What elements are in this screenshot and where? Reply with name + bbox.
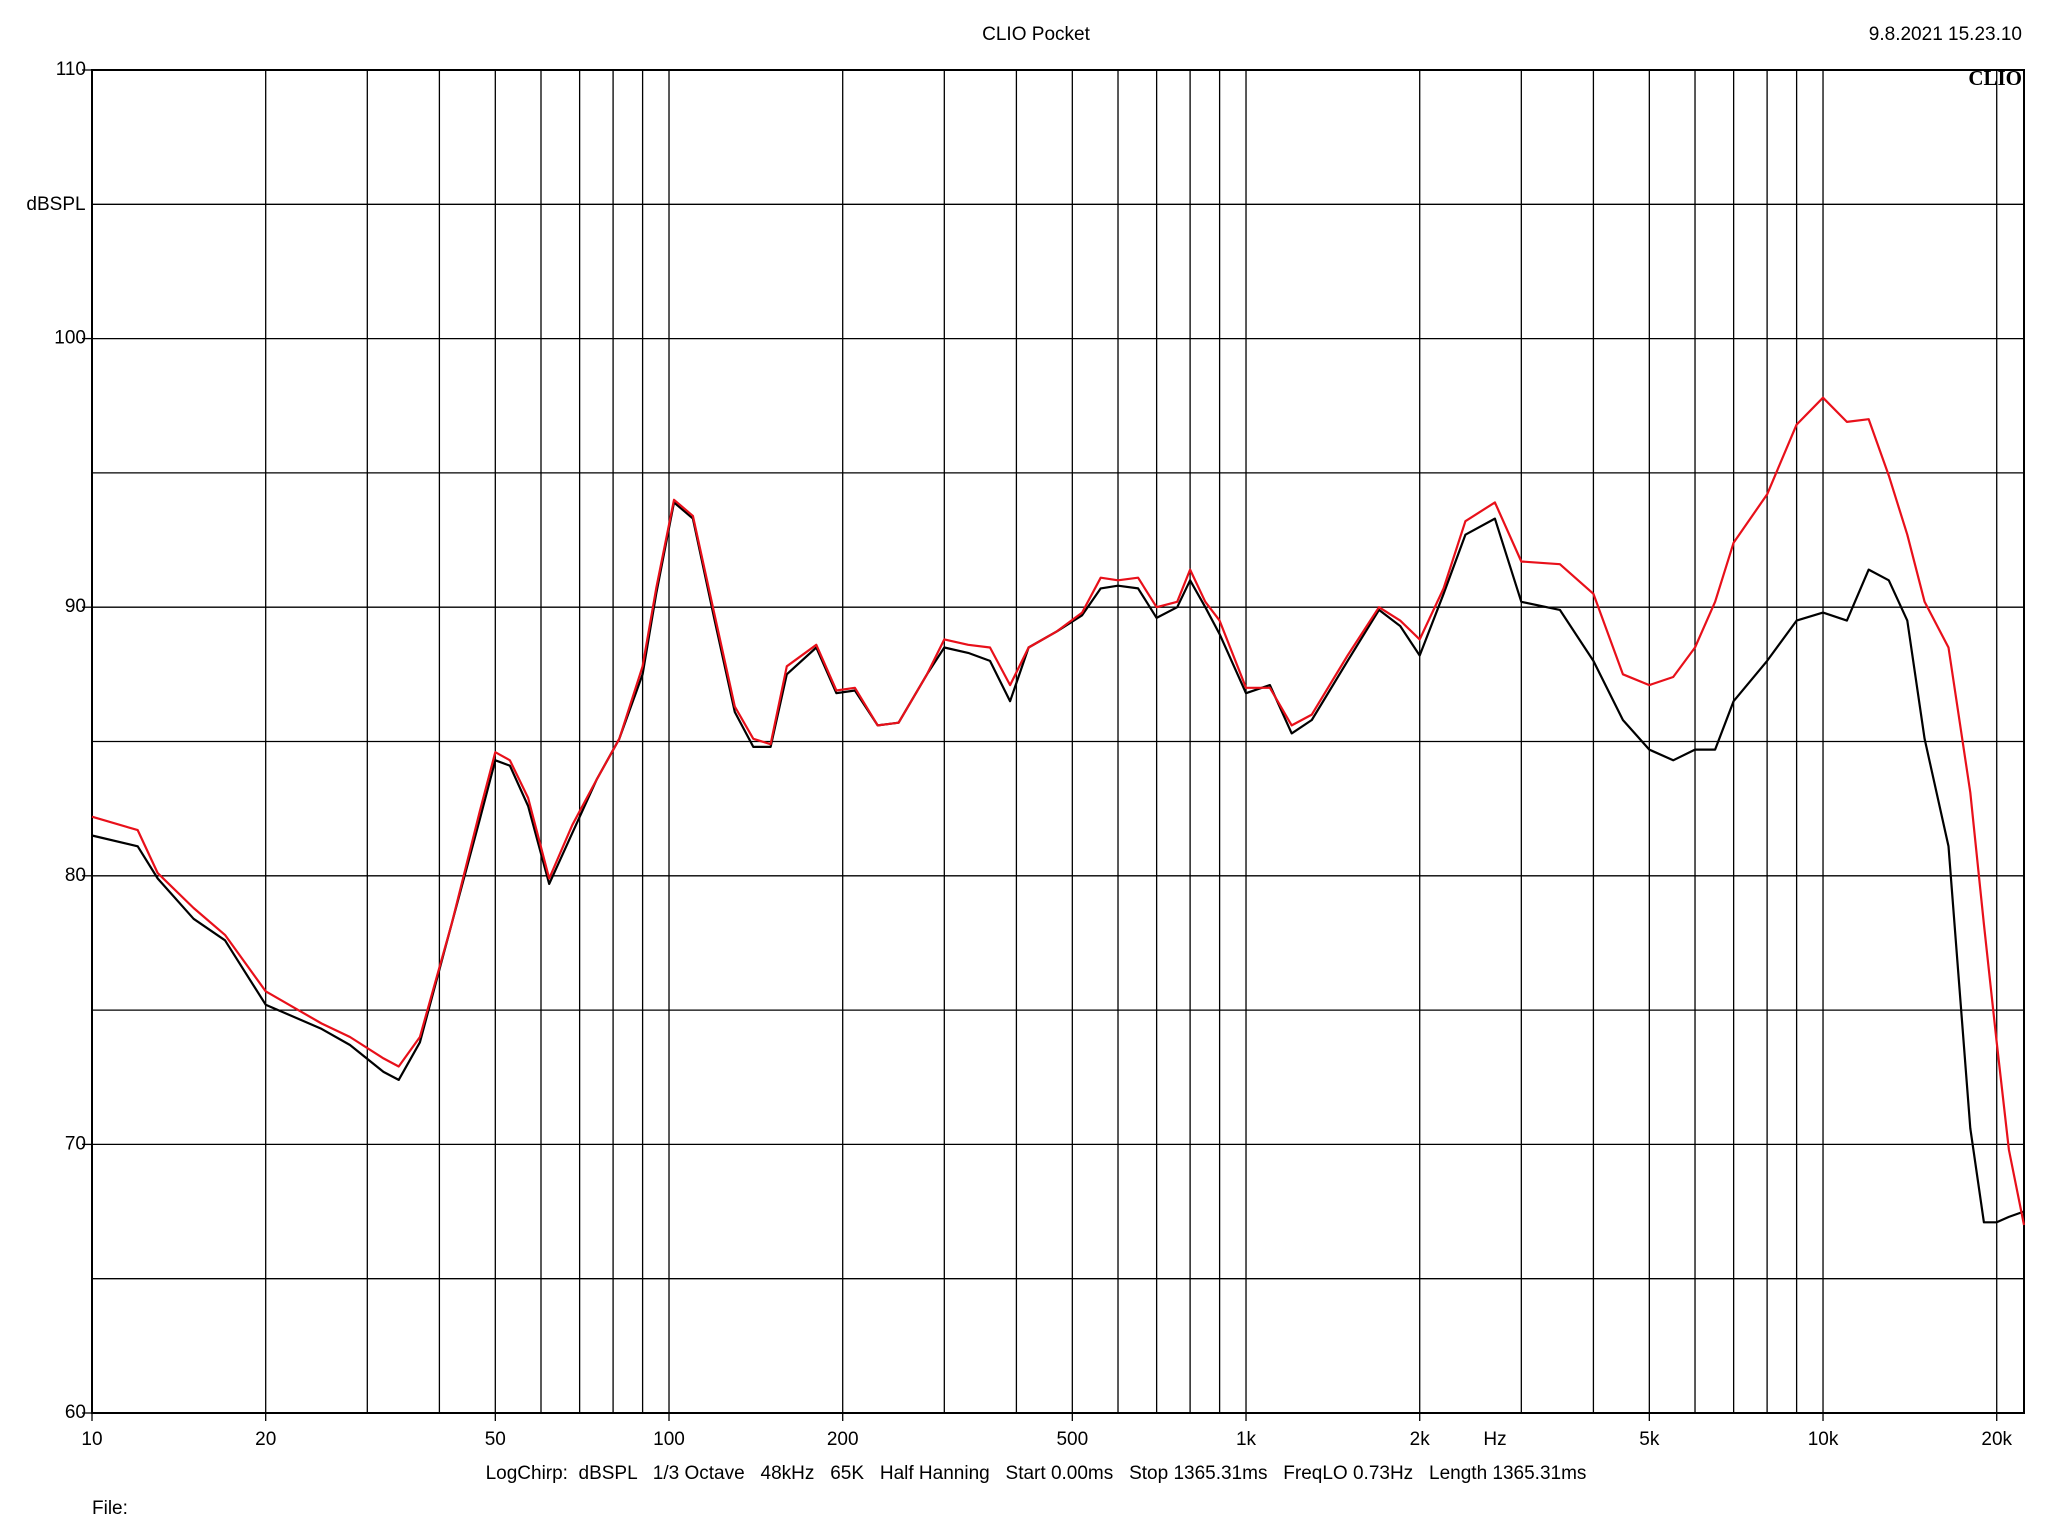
chart-title: CLIO Pocket <box>982 24 1090 45</box>
x-tick-label: 50 <box>485 1429 506 1450</box>
y-tick-label: 60 <box>65 1402 86 1423</box>
file-label: File: <box>92 1498 128 1519</box>
x-tick-label: 1k <box>1236 1429 1257 1450</box>
series-line <box>91 501 2025 1224</box>
y-tick-label: 100 <box>54 328 86 349</box>
plot-frame <box>91 69 2025 1414</box>
x-tick-label: 100 <box>653 1429 685 1450</box>
footer: LogChirp: dBSPL 1/3 Octave 48kHz 65K Hal… <box>486 1463 1587 1484</box>
y-tick-label: 80 <box>65 865 86 886</box>
x-tick-label: 10 <box>81 1429 102 1450</box>
timestamp: 9.8.2021 15.23.10 <box>1869 24 2022 45</box>
x-tick-label: 20 <box>255 1429 276 1450</box>
y-tick-label: 90 <box>65 596 86 617</box>
x-tick-label: 500 <box>1056 1429 1088 1450</box>
y-axis-label: dBSPL <box>26 194 85 215</box>
series-line <box>91 396 2026 1226</box>
x-tick-label: 2k <box>1410 1429 1431 1450</box>
y-tick-label: 110 <box>56 59 86 80</box>
x-tick-label: 200 <box>827 1429 859 1450</box>
x-tick-label: 5k <box>1639 1429 1660 1450</box>
x-axis-label: Hz <box>1483 1429 1506 1450</box>
y-tick-label: 70 <box>65 1133 86 1154</box>
x-tick-label: 10k <box>1808 1429 1839 1450</box>
x-tick-label: 20k <box>1981 1429 2012 1450</box>
